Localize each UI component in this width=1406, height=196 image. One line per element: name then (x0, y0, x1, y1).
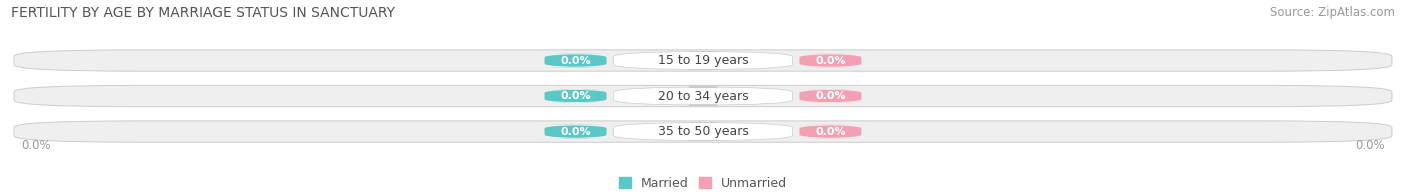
Text: FERTILITY BY AGE BY MARRIAGE STATUS IN SANCTUARY: FERTILITY BY AGE BY MARRIAGE STATUS IN S… (11, 6, 395, 20)
Text: 0.0%: 0.0% (815, 91, 846, 101)
FancyBboxPatch shape (537, 54, 613, 67)
FancyBboxPatch shape (14, 85, 1392, 107)
Text: 0.0%: 0.0% (560, 91, 591, 101)
FancyBboxPatch shape (793, 89, 869, 103)
Text: 0.0%: 0.0% (560, 55, 591, 65)
FancyBboxPatch shape (793, 54, 869, 67)
FancyBboxPatch shape (14, 121, 1392, 142)
Text: 0.0%: 0.0% (1355, 139, 1385, 152)
FancyBboxPatch shape (613, 87, 793, 105)
FancyBboxPatch shape (14, 50, 1392, 71)
FancyBboxPatch shape (613, 122, 793, 141)
Text: 0.0%: 0.0% (815, 55, 846, 65)
Text: Source: ZipAtlas.com: Source: ZipAtlas.com (1270, 6, 1395, 19)
Legend: Married, Unmarried: Married, Unmarried (619, 177, 787, 190)
FancyBboxPatch shape (793, 125, 869, 138)
FancyBboxPatch shape (537, 125, 613, 138)
FancyBboxPatch shape (537, 89, 613, 103)
Text: 35 to 50 years: 35 to 50 years (658, 125, 748, 138)
Text: 0.0%: 0.0% (21, 139, 51, 152)
Text: 20 to 34 years: 20 to 34 years (658, 90, 748, 103)
Text: 0.0%: 0.0% (815, 127, 846, 137)
FancyBboxPatch shape (613, 52, 793, 70)
Text: 0.0%: 0.0% (560, 127, 591, 137)
Text: 15 to 19 years: 15 to 19 years (658, 54, 748, 67)
